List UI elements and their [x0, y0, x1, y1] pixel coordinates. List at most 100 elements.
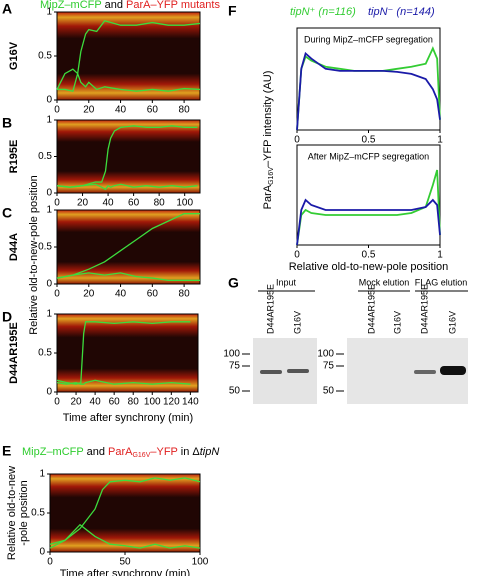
- data-line: [56, 379, 191, 385]
- x-tick-label: 20: [70, 397, 82, 408]
- band: [287, 369, 309, 373]
- y-tick-label: 1: [46, 309, 52, 320]
- row-label: D44A: [8, 233, 20, 261]
- panel-letter: B: [2, 115, 12, 131]
- lane-label: G16V: [392, 311, 402, 334]
- marker-label: 75: [229, 361, 241, 372]
- blot-header: FLAG elution: [415, 277, 468, 287]
- row-label: R195E: [8, 140, 20, 174]
- x-axis-label: Relative old-to-new-pole position: [289, 261, 449, 273]
- lane-label: G16V: [292, 311, 302, 334]
- data-line: [56, 321, 191, 385]
- y-axis-label: Relative old-to-new: [6, 466, 18, 560]
- y-tick-label: 0.5: [38, 348, 52, 359]
- x-tick-label: 80: [179, 289, 191, 300]
- data-line: [56, 213, 200, 279]
- y-tick-label: 0.5: [38, 51, 52, 62]
- y-tick-label: 0: [46, 279, 52, 290]
- x-tick-label: 0: [54, 397, 60, 408]
- x-tick-label: 140: [182, 397, 199, 408]
- x-tick-label: 40: [115, 289, 127, 300]
- y-axis-label: ParAG16V–YFP intensity (AU): [262, 71, 275, 210]
- band: [260, 370, 282, 374]
- marker-label: 50: [323, 386, 335, 397]
- label-part: G16V: [268, 167, 275, 185]
- x-tick-label: 40: [103, 198, 115, 209]
- x-tick-label: 0.5: [362, 250, 376, 261]
- x-tick-label: 60: [147, 105, 159, 116]
- x-tick-label: 0: [294, 135, 300, 146]
- western-blot: [253, 290, 468, 404]
- title-part: in Δ: [178, 446, 201, 458]
- y-tick-label: 0: [46, 188, 52, 199]
- x-tick-label: 80: [154, 198, 166, 209]
- y-tick-label: 0.5: [31, 508, 45, 519]
- x-tick-label: 100: [144, 397, 161, 408]
- title-part: –YFP: [150, 446, 177, 458]
- data-line: [56, 272, 200, 281]
- legend-entry: tipN⁺ (n=116): [290, 6, 356, 18]
- title-part: ParA: [108, 446, 133, 458]
- y-tick-label: 1: [46, 115, 52, 126]
- blot-header: Input: [276, 277, 297, 287]
- row-label: D44AR195E: [8, 322, 20, 384]
- kymograph: [56, 313, 199, 393]
- label-part: –YFP intensity (AU): [262, 71, 274, 167]
- data-line: [56, 125, 198, 188]
- panel-letter: A: [2, 1, 12, 17]
- data-line: [56, 20, 201, 90]
- band: [414, 370, 436, 374]
- panel-letter: G: [228, 275, 239, 291]
- x-tick-label: 60: [109, 397, 121, 408]
- marker-label: 50: [229, 386, 241, 397]
- x-tick-label: 100: [192, 557, 209, 568]
- x-tick-label: 40: [115, 105, 127, 116]
- x-tick-label: 20: [83, 105, 95, 116]
- x-tick-label: 120: [163, 397, 180, 408]
- x-axis-label: Time after synchrony (min): [60, 568, 190, 576]
- y-tick-label: 0: [39, 547, 45, 558]
- x-tick-label: 80: [128, 397, 140, 408]
- panel-letter: E: [2, 443, 11, 459]
- title-part: G16V: [132, 452, 150, 459]
- y-axis-label: -pole position: [18, 480, 30, 545]
- data-line: [296, 169, 441, 246]
- data-line: [296, 51, 441, 131]
- y-tick-label: 0: [46, 95, 52, 106]
- kymograph: [56, 119, 201, 194]
- x-tick-label: 0: [54, 198, 60, 209]
- marker-label: 75: [323, 361, 335, 372]
- lane-label: D44AR195E: [265, 284, 275, 334]
- panel-letter: C: [2, 205, 12, 221]
- x-tick-label: 60: [147, 289, 159, 300]
- x-tick-label: 80: [179, 105, 191, 116]
- title-part: ParA–YFP mutants: [126, 0, 220, 11]
- panel-letter: F: [228, 3, 237, 19]
- data-line: [56, 183, 198, 191]
- x-tick-label: 0: [47, 557, 53, 568]
- marker-label: 100: [223, 349, 240, 360]
- y-tick-label: 0.5: [38, 151, 52, 162]
- data-line: [296, 198, 441, 246]
- row-label: G16V: [8, 41, 20, 70]
- x-tick-label: 100: [176, 198, 193, 209]
- x-axis-label: Time after synchrony (min): [63, 412, 193, 424]
- x-tick-label: 1: [437, 135, 443, 146]
- data-line: [49, 477, 201, 549]
- annotation: After MipZ–mCFP segregation: [308, 151, 429, 161]
- y-tick-label: 0.5: [38, 242, 52, 253]
- title-part: and: [102, 0, 126, 11]
- y-tick-label: 1: [39, 469, 45, 480]
- lane-label: D44AR195E: [366, 284, 376, 334]
- panel-title: MipZ–mCFP and ParAG16V–YFP in ΔtipN: [22, 446, 219, 459]
- x-tick-label: 20: [77, 198, 89, 209]
- x-tick-label: 0.5: [362, 135, 376, 146]
- y-tick-label: 1: [46, 205, 52, 216]
- panel-letter: D: [2, 309, 12, 325]
- y-tick-label: 0: [46, 387, 52, 398]
- blot-header: Mock elution: [359, 277, 410, 287]
- title-part: and: [84, 446, 108, 458]
- label-part: ParA: [262, 184, 274, 209]
- marker-label: 100: [317, 349, 334, 360]
